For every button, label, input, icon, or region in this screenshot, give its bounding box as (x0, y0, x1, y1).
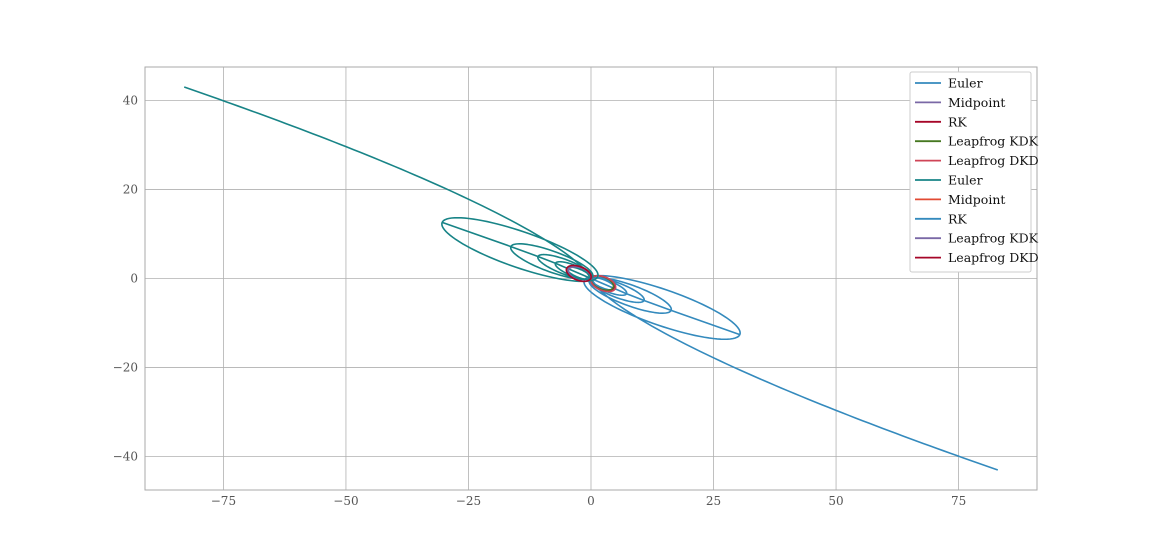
x-tick-label: −50 (333, 494, 358, 508)
y-axis-ticks: 40 20 0 −20 −40 (113, 93, 138, 463)
x-tick-label: −25 (456, 494, 481, 508)
x-tick-label: 25 (706, 494, 721, 508)
x-tick-label: −75 (211, 494, 236, 508)
series-line-1 (583, 274, 999, 471)
plot-frame (144, 66, 1038, 491)
legend-label: Leapfrog DKD (948, 153, 1039, 168)
y-tick-label: 20 (123, 182, 138, 196)
y-tick-label: 0 (130, 272, 138, 286)
legend-label: Leapfrog KDK (948, 231, 1039, 246)
legend-label: Leapfrog DKD (948, 250, 1039, 265)
legend-label: RK (948, 114, 967, 129)
y-tick-label: −20 (113, 361, 138, 375)
legend-label: Midpoint (948, 95, 1005, 110)
x-axis-ticks: −75 −50 −25 0 25 50 75 (211, 494, 966, 508)
x-tick-label: 0 (587, 494, 595, 508)
series-line-10 (565, 264, 592, 283)
x-tick-label: 50 (828, 494, 843, 508)
legend-label: Leapfrog KDK (948, 134, 1039, 149)
grid (145, 67, 1037, 490)
legend-label: RK (948, 211, 967, 226)
series-line-6 (183, 86, 599, 283)
x-tick-label: 75 (951, 494, 966, 508)
y-tick-label: −40 (113, 450, 138, 464)
y-tick-label: 40 (123, 93, 138, 107)
legend-label: Euler (948, 76, 983, 91)
legend-label: Midpoint (948, 192, 1005, 207)
plot-area (144, 66, 1038, 491)
legend: Euler Midpoint RK Leapfrog KDK Leapfrog DKD E… (909, 71, 1039, 273)
series-layer (183, 86, 999, 471)
legend-label: Euler (948, 173, 983, 188)
